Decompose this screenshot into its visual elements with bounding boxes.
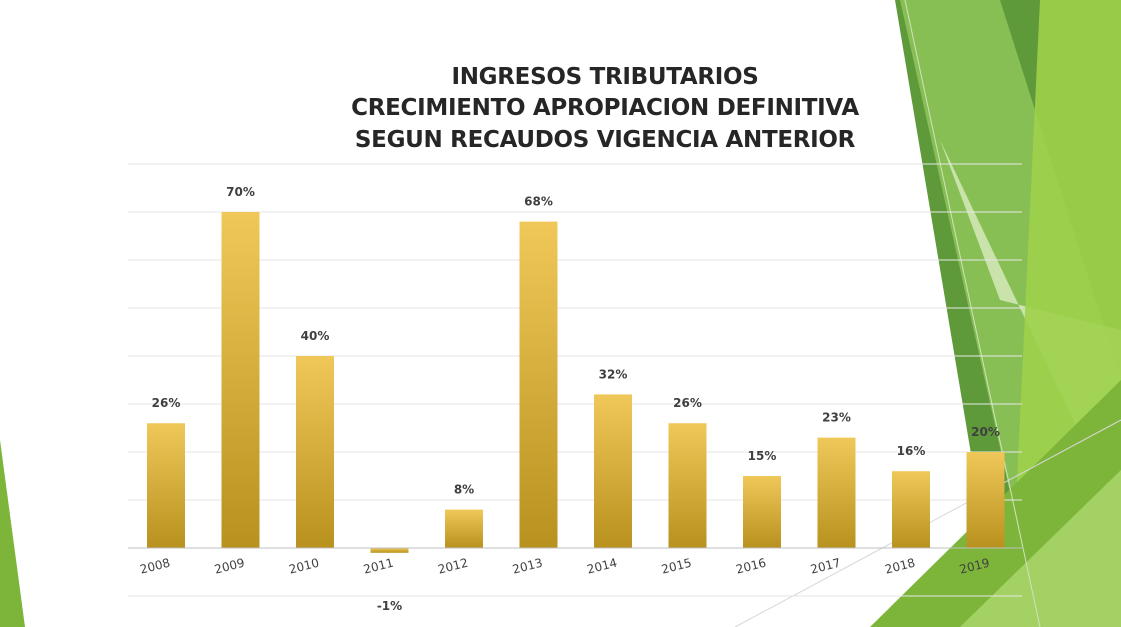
decor-line-1 <box>904 0 1041 627</box>
data-label-2010: 40% <box>301 329 330 343</box>
data-label-2017: 23% <box>822 411 851 425</box>
data-label-2012: 8% <box>454 483 474 497</box>
x-tick-2014: 2014 <box>586 556 619 577</box>
data-label-2015: 26% <box>673 396 702 410</box>
data-label-2016: 15% <box>748 449 777 463</box>
bar-2016 <box>743 476 781 548</box>
x-tick-2016: 2016 <box>735 556 768 577</box>
x-tick-labels: 2008 2009 2010 2011 2012 2013 2014 2015 2016 2017… <box>139 556 992 577</box>
x-tick-2011: 2011 <box>362 556 395 577</box>
x-tick-2015: 2015 <box>660 556 693 577</box>
data-label-2011: -1% <box>377 599 402 613</box>
x-tick-2008: 2008 <box>139 556 172 577</box>
bar-2013 <box>519 221 558 548</box>
bottom-green-wedge-light <box>960 470 1121 627</box>
bar-2018 <box>892 471 930 548</box>
bar-2009 <box>221 212 260 548</box>
data-label-2014: 32% <box>599 367 628 381</box>
data-label-2018: 16% <box>897 444 926 458</box>
data-labels: 26% 70% 40% -1% 8% 68% 32% 26% 15% 23% 16% 20% <box>152 185 1000 613</box>
chart-title-line-1: INGRESOS TRIBUTARIOS <box>451 64 759 90</box>
chart-title-line-3: SEGUN RECAUDOS VIGENCIA ANTERIOR <box>354 127 856 153</box>
bar-2012 <box>445 509 483 548</box>
data-label-2019: 20% <box>971 425 1000 439</box>
bar-2014 <box>594 394 632 548</box>
bar-2015 <box>668 423 707 548</box>
data-label-2013: 68% <box>524 195 553 209</box>
left-green-accent <box>0 440 25 627</box>
bars <box>147 212 1005 553</box>
x-tick-2013: 2013 <box>511 556 544 577</box>
x-tick-2017: 2017 <box>809 556 842 577</box>
x-tick-2010: 2010 <box>288 556 321 577</box>
x-tick-2012: 2012 <box>437 556 470 577</box>
data-label-2008: 26% <box>152 396 181 410</box>
bar-2017 <box>817 437 856 548</box>
x-tick-2018: 2018 <box>884 556 917 577</box>
x-tick-2009: 2009 <box>213 556 246 577</box>
bar-2010 <box>296 356 334 548</box>
chart-title-line-2: CRECIMIENTO APROPIACION DEFINITIVA <box>351 95 859 121</box>
bar-2008 <box>147 423 185 548</box>
x-tick-2019: 2019 <box>958 556 991 577</box>
bar-2011 <box>370 548 409 553</box>
gridlines <box>128 163 1022 597</box>
data-label-2009: 70% <box>226 185 255 199</box>
bar-2019 <box>966 452 1005 548</box>
